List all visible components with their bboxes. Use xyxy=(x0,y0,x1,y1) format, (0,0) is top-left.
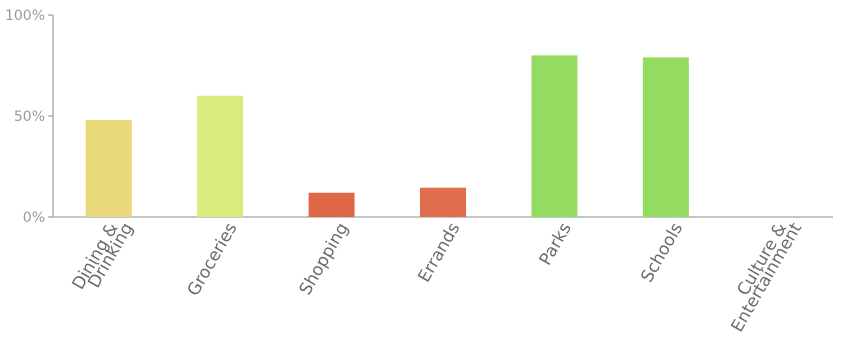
x-tick-label: Shopping xyxy=(296,220,353,299)
bar xyxy=(531,55,578,218)
y-tick-label: 100% xyxy=(5,8,45,24)
bar xyxy=(642,57,689,217)
y-axis: 0% 50% 100% xyxy=(5,8,833,226)
x-tick-label: Parks xyxy=(536,219,576,269)
y-tick-label: 0% xyxy=(23,210,45,226)
x-tick-label: Errands xyxy=(414,219,464,286)
bars xyxy=(85,55,689,218)
bar xyxy=(308,192,355,217)
x-axis-labels: Dining &Drinking Groceries Shopping Errands… xyxy=(68,219,806,336)
bar xyxy=(85,120,132,217)
x-tick-label: Schools xyxy=(637,219,687,286)
y-tick-label: 50% xyxy=(14,109,45,125)
bar xyxy=(420,187,466,217)
x-tick-label: Groceries xyxy=(184,219,242,299)
bar xyxy=(197,95,244,217)
